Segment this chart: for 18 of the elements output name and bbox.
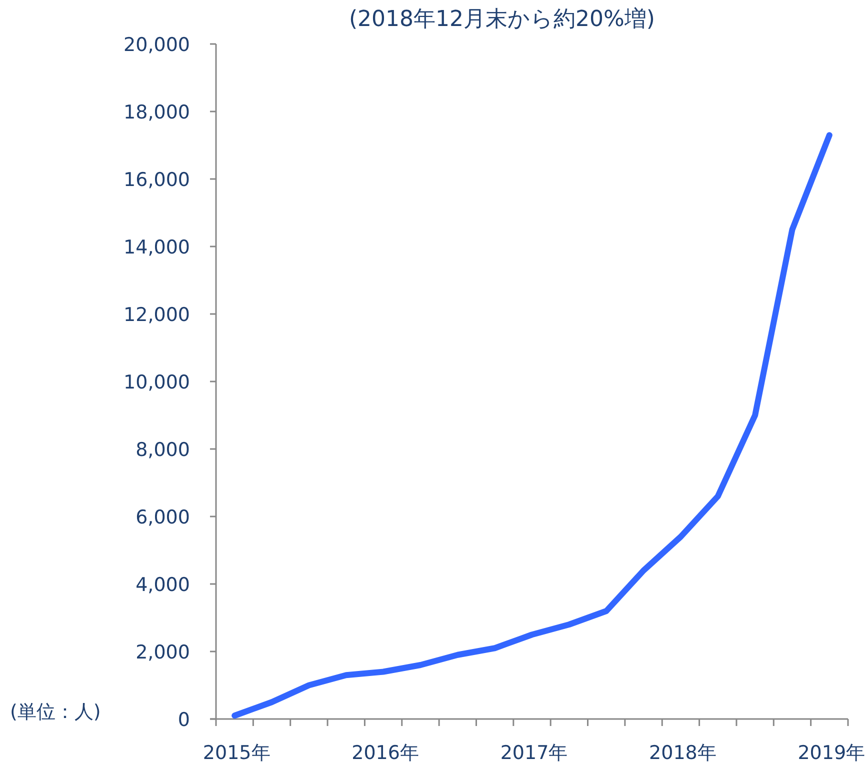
y-tick-label: 10,000: [124, 372, 190, 394]
x-tick-label: 2019年: [798, 742, 865, 764]
x-tick-label: 2015年: [202, 742, 270, 764]
y-tick-label: 16,000: [124, 169, 190, 191]
y-axis-title: (単位：人): [10, 701, 101, 723]
x-tick-label: 2016年: [352, 742, 419, 764]
y-tick-label: 6,000: [136, 506, 190, 528]
y-tick-label: 4,000: [136, 574, 190, 596]
y-tick-label: 12,000: [124, 304, 190, 326]
x-tick-label: 2018年: [649, 742, 716, 764]
x-tick-label: 2017年: [500, 742, 568, 764]
chart-title: (2018年12月末から約20%増): [348, 7, 656, 32]
y-tick-label: 0: [178, 709, 190, 731]
y-tick-label: 18,000: [124, 102, 190, 124]
y-tick-label: 8,000: [136, 439, 190, 461]
y-tick-label: 20,000: [124, 34, 190, 56]
y-tick-label: 2,000: [136, 642, 190, 664]
y-tick-label: 14,000: [124, 236, 190, 258]
